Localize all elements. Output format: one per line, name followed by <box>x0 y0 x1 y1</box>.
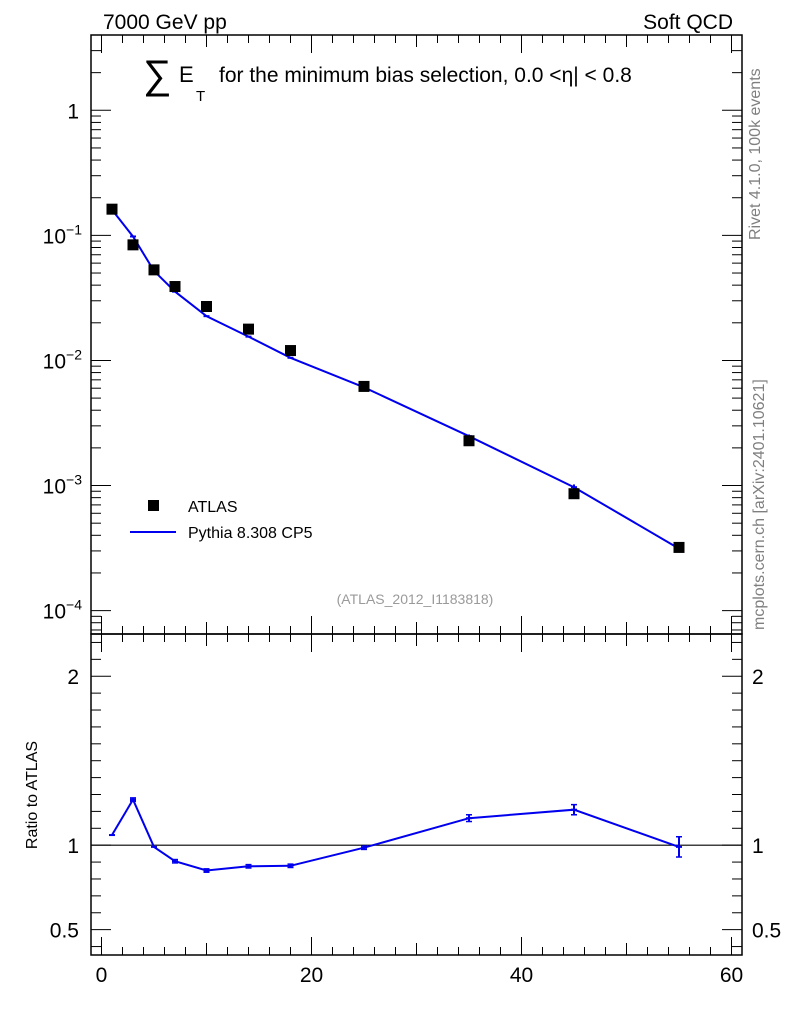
side-text-top: Rivet 4.1.0, 100k events <box>747 68 764 240</box>
main-y-tick-label: 10−1 <box>43 221 83 248</box>
data-point <box>463 435 475 447</box>
title-sum: ∑ <box>143 53 172 97</box>
main-y-tick-label: 1 <box>67 100 79 123</box>
data-point <box>673 541 685 553</box>
ratio-y-tick-labels: 2 2 1 1 0.5 0.5 <box>50 666 781 942</box>
data-point <box>148 264 160 276</box>
header-left: 7000 GeV pp <box>103 11 227 34</box>
data-point <box>243 323 254 335</box>
ratio-y-tick-label-right: 2 <box>752 666 764 689</box>
title-rest: for the minimum bias selection, 0.0 <η| … <box>219 64 632 87</box>
data-point <box>568 488 580 500</box>
ratio-plot-area: 2 2 1 1 0.5 0.5 0 20 40 60 <box>50 633 781 987</box>
title-subscript: T <box>196 88 205 105</box>
analysis-id: (ATLAS_2012_I1183818) <box>337 591 494 607</box>
legend-label-pythia: Pythia 8.308 CP5 <box>188 525 313 542</box>
ratio-y-axis-label: Ratio to ATLAS <box>24 741 41 849</box>
ratio-y-tick-label-right: 1 <box>752 835 764 858</box>
x-tick-label: 20 <box>300 964 323 987</box>
legend-marker-atlas <box>148 500 159 511</box>
ratio-frame <box>90 633 743 956</box>
main-y-tick-label: 10−4 <box>43 597 83 624</box>
main-plot-area: 1 10−1 10−2 10−3 10−4 <box>43 34 743 635</box>
x-tick-label: 40 <box>510 964 533 987</box>
legend: ATLAS Pythia 8.308 CP5 <box>130 499 313 542</box>
x-tick-label: 0 <box>96 964 108 987</box>
main-frame <box>90 34 743 635</box>
ratio-y-tick-label-right: 0.5 <box>752 920 781 943</box>
data-point <box>201 300 212 312</box>
data-point <box>169 281 181 293</box>
data-point <box>106 203 118 215</box>
ratio-y-tick-label-left: 1 <box>67 835 79 858</box>
ratio-x-tick-labels: 0 20 40 60 <box>96 964 744 987</box>
main-series <box>106 203 685 553</box>
legend-label-atlas: ATLAS <box>188 499 238 516</box>
main-y-tick-label: 10−3 <box>43 472 83 499</box>
header-right: Soft QCD <box>643 11 733 34</box>
ratio-axis-ticks <box>91 634 742 955</box>
ratio-series <box>109 797 682 873</box>
data-point <box>127 239 139 251</box>
ratio-y-tick-label-left: 0.5 <box>50 920 79 943</box>
main-y-tick-label: 10−2 <box>43 346 83 373</box>
main-axis-ticks <box>91 34 742 634</box>
ratio-curve <box>111 797 680 872</box>
data-point <box>285 345 296 357</box>
main-y-tick-labels: 1 10−1 10−2 10−3 10−4 <box>43 100 83 623</box>
x-tick-label: 60 <box>720 964 743 987</box>
mc-curve <box>111 209 680 550</box>
side-text-bottom: mcplots.cern.ch [arXiv:2401.10621] <box>751 379 768 630</box>
data-point <box>358 380 370 392</box>
ratio-y-tick-label-left: 2 <box>67 666 79 689</box>
title-e: E <box>179 62 194 87</box>
